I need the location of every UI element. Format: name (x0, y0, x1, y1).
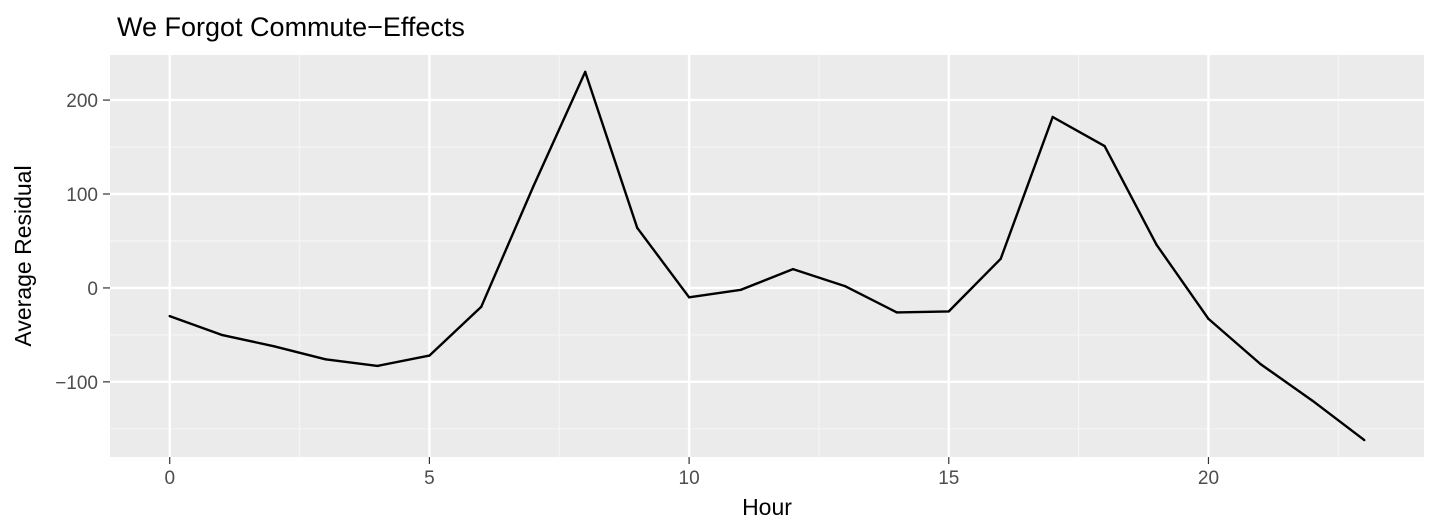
minor-gridlines (110, 55, 1424, 457)
data-point (584, 70, 587, 74)
x-tick-label: 15 (938, 468, 959, 489)
data-point (428, 354, 431, 357)
data-point (1259, 362, 1262, 366)
data-point (895, 311, 899, 314)
chart-title: We Forgot Commute−Effects (117, 12, 465, 42)
x-tick-label: 20 (1198, 468, 1219, 489)
data-point (1103, 144, 1106, 148)
major-gridlines (110, 55, 1424, 457)
y-axis: −100 0 100 200 (55, 91, 110, 394)
data-point (791, 267, 795, 271)
data-point (739, 288, 743, 292)
y-tick-label: 0 (87, 279, 98, 300)
y-tick-label: 200 (66, 91, 98, 112)
data-point (272, 344, 275, 348)
series-layer (168, 70, 1366, 442)
data-point (324, 358, 327, 361)
data-point (376, 364, 379, 368)
x-axis: 0 5 10 15 20 (164, 457, 1219, 489)
data-point (843, 284, 847, 288)
y-axis-title: Average Residual (10, 165, 36, 346)
data-point (1207, 317, 1210, 321)
data-point (635, 226, 639, 230)
x-tick-label: 10 (679, 468, 700, 489)
data-point (1155, 243, 1158, 246)
x-tick-label: 5 (424, 468, 435, 489)
data-point (532, 185, 535, 188)
data-point (220, 333, 223, 337)
data-point (999, 257, 1002, 261)
series-line (169, 70, 1366, 442)
data-point (1363, 438, 1366, 442)
x-axis-title: Hour (742, 494, 792, 520)
data-point (168, 314, 171, 318)
plot-panel (110, 55, 1424, 457)
x-tick-label: 0 (164, 468, 175, 489)
data-point (687, 296, 691, 299)
y-tick-label: 100 (66, 185, 98, 206)
data-point (480, 305, 483, 308)
data-point (1311, 399, 1314, 402)
data-point (947, 310, 950, 313)
data-point (1051, 115, 1054, 119)
y-tick-label: −100 (55, 373, 98, 394)
